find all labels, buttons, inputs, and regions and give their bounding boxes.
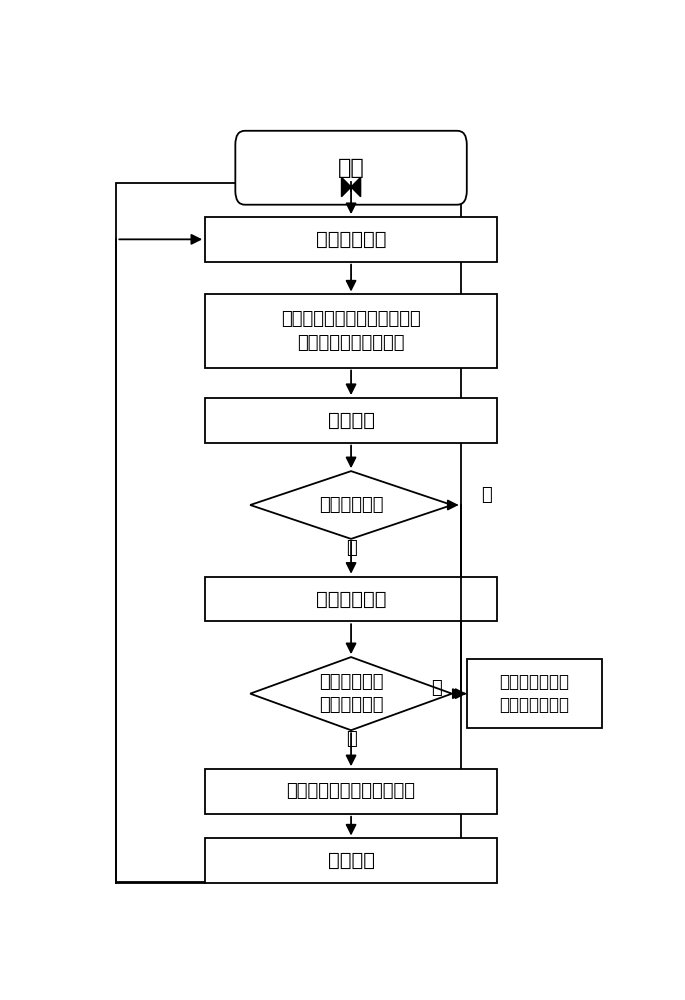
Bar (205, 217, 497, 262)
Text: 轴承损伤程度
是否超过阈值: 轴承损伤程度 是否超过阈值 (319, 673, 384, 714)
Text: 是: 是 (346, 730, 356, 748)
Polygon shape (250, 471, 452, 539)
Text: 设备运行模型（包括正常模型
及不同故障尺寸模型）: 设备运行模型（包括正常模型 及不同故障尺寸模型） (281, 310, 421, 352)
FancyBboxPatch shape (236, 131, 466, 205)
Text: 预警，提示故障
位置及损伤程度: 预警，提示故障 位置及损伤程度 (499, 673, 569, 714)
Text: 损伤程度评估: 损伤程度评估 (316, 589, 386, 608)
Polygon shape (351, 177, 360, 197)
Text: 振动信号采集: 振动信号采集 (316, 230, 386, 249)
Bar (205, 838, 497, 883)
Bar (205, 398, 497, 443)
Text: 故障诊断: 故障诊断 (327, 411, 375, 430)
Text: 是否包含故障: 是否包含故障 (319, 496, 384, 514)
Text: 故障排除: 故障排除 (327, 851, 375, 870)
Text: 否: 否 (481, 486, 492, 504)
Bar (205, 769, 497, 814)
Polygon shape (342, 177, 351, 197)
Polygon shape (250, 657, 452, 730)
Bar (116, 183, 462, 882)
Text: 开始: 开始 (338, 158, 364, 178)
Bar (205, 294, 497, 368)
Text: 预警，提示停机检查、维修: 预警，提示停机检查、维修 (286, 782, 416, 800)
Text: 是: 是 (346, 539, 356, 557)
Text: 否: 否 (431, 679, 441, 697)
Bar (205, 577, 497, 621)
Bar (466, 659, 602, 728)
